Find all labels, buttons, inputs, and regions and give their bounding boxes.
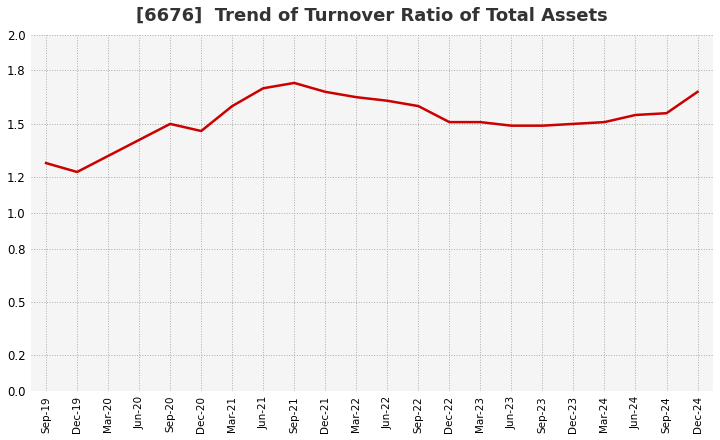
- Title: [6676]  Trend of Turnover Ratio of Total Assets: [6676] Trend of Turnover Ratio of Total …: [136, 7, 608, 25]
